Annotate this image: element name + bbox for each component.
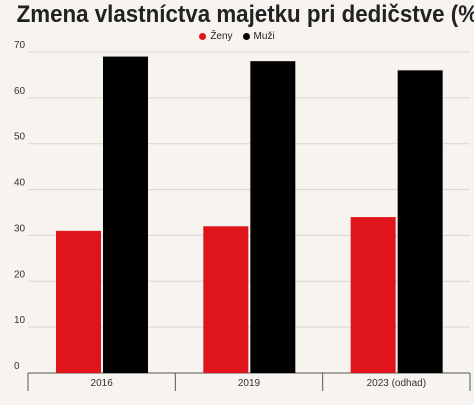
legend-item-muzi: Muži — [242, 31, 275, 42]
legend-swatch-muzi — [242, 33, 250, 40]
y-tick-label-50: 50 — [14, 132, 26, 143]
x-tick-label-0: 2016 — [91, 378, 114, 389]
legend-label-zeny: Ženy — [210, 31, 233, 42]
x-tick-label-1: 2019 — [238, 378, 261, 389]
legend: Ženy Muži — [0, 31, 474, 42]
legend-item-zeny: Ženy — [199, 31, 233, 42]
y-tick-label-30: 30 — [14, 223, 26, 234]
y-tick-label-20: 20 — [14, 269, 26, 280]
legend-swatch-zeny — [199, 33, 207, 40]
x-tick-label-2: 2023 (odhad) — [367, 378, 427, 389]
bar-Muži-2019 — [250, 61, 296, 374]
y-tick-label-0: 0 — [14, 361, 20, 372]
y-tick-label-70: 70 — [14, 40, 26, 51]
legend-label-muzi: Muži — [253, 31, 275, 42]
chart-title: Zmena vlastníctva majetku pri dedičstve … — [16, 1, 474, 28]
y-tick-label-40: 40 — [14, 178, 26, 189]
y-tick-label-10: 10 — [14, 315, 26, 326]
bar-Muži-2016 — [102, 56, 148, 373]
bar-Ženy-2023 (odhad) — [350, 217, 396, 373]
bar-Ženy-2019 — [203, 226, 249, 373]
bar-Ženy-2016 — [55, 230, 101, 373]
y-tick-label-60: 60 — [14, 86, 26, 97]
bar-Muži-2023 (odhad) — [397, 70, 443, 373]
